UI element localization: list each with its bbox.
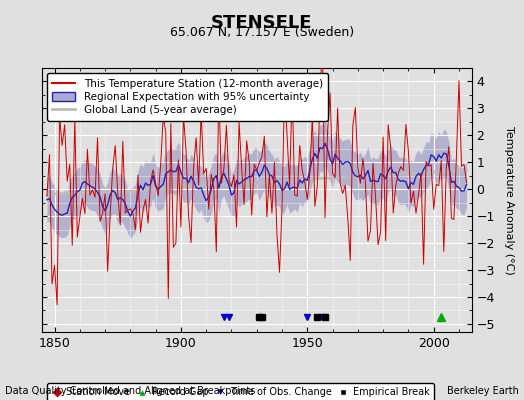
Legend: Station Move, Record Gap, Time of Obs. Change, Empirical Break: Station Move, Record Gap, Time of Obs. C…: [47, 383, 433, 400]
Text: Data Quality Controlled and Aligned at Breakpoints: Data Quality Controlled and Aligned at B…: [5, 386, 256, 396]
Text: 65.067 N, 17.157 E (Sweden): 65.067 N, 17.157 E (Sweden): [170, 26, 354, 39]
Y-axis label: Temperature Anomaly (°C): Temperature Anomaly (°C): [505, 126, 515, 274]
Text: STENSELE: STENSELE: [211, 14, 313, 32]
Text: Berkeley Earth: Berkeley Earth: [447, 386, 519, 396]
